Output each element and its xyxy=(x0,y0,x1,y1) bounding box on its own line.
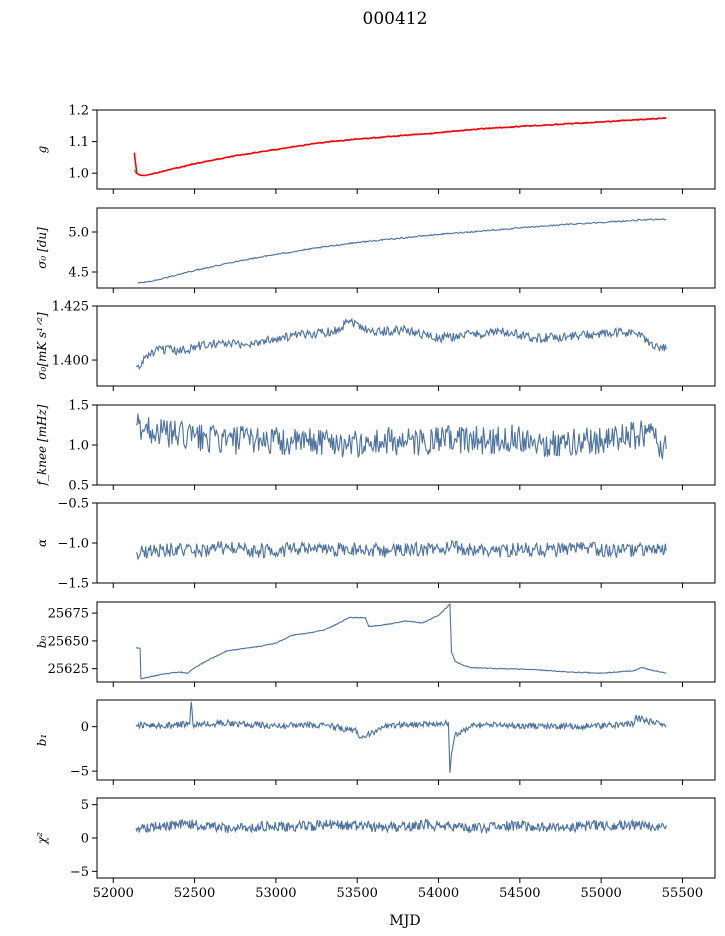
series-line-b0-0 xyxy=(135,603,667,680)
series-line-alpha-0 xyxy=(135,539,667,561)
panel-frame xyxy=(96,601,716,683)
panel-frame xyxy=(96,109,716,190)
series-line-b1-0 xyxy=(135,701,667,773)
figure-title: 000412 xyxy=(363,9,428,29)
y-axis-label: χ² xyxy=(35,832,49,845)
y-tick-label: −5 xyxy=(70,865,89,880)
y-tick-label: 1.400 xyxy=(52,354,89,369)
x-tick-label: 55000 xyxy=(580,886,621,901)
y-axis-label: g xyxy=(35,145,49,153)
series-line-g-0 xyxy=(133,117,667,176)
y-tick-label: 1.1 xyxy=(68,135,89,150)
y-tick-label: 1.2 xyxy=(68,104,89,119)
y-tick-label: 1.0 xyxy=(68,167,89,182)
y-tick-label: −5 xyxy=(70,765,89,780)
panel-frame xyxy=(96,699,716,781)
x-tick-label: 54000 xyxy=(418,886,459,901)
y-tick-label: 1.0 xyxy=(68,439,89,454)
y-tick-label: 5 xyxy=(81,798,89,813)
x-tick-label: 54500 xyxy=(499,886,540,901)
x-tick-label: 52500 xyxy=(174,886,215,901)
y-tick-label: 1.5 xyxy=(68,399,89,414)
panel-fknee: 0.5 1.0 1.5 f_knee [mHz] xyxy=(35,399,716,494)
panel-sigma0_du: 4.5 5.0 σ₀ [du] xyxy=(35,207,716,293)
panel-frame xyxy=(96,797,716,879)
series-line-sigma0_mK-0 xyxy=(135,317,667,371)
y-tick-label: 4.5 xyxy=(68,266,89,281)
x-tick-label: 53000 xyxy=(255,886,296,901)
y-axis-label: b₁ xyxy=(35,734,49,747)
y-tick-label: 0.5 xyxy=(68,479,89,494)
panel-frame xyxy=(96,305,716,387)
panel-chi2: −5 0 5 52000 52500 53000 53500 54000 54500 55000 5… xyxy=(35,797,716,901)
series-line-g-1 xyxy=(133,117,667,177)
x-tick-label: 53500 xyxy=(337,886,378,901)
y-tick-label: −1.0 xyxy=(57,537,89,552)
panel-b0: 25625 25650 25675 b₀ xyxy=(35,601,716,687)
y-tick-label: 1.425 xyxy=(52,300,89,315)
panel-alpha: −1.5 −1.0 −0.5 α xyxy=(35,497,716,592)
panel-frame xyxy=(96,404,716,486)
y-tick-label: 5.0 xyxy=(68,226,89,241)
y-tick-label: 25675 xyxy=(48,607,89,622)
x-axis-label: MJD xyxy=(389,913,420,929)
series-line-fknee-0 xyxy=(135,413,667,460)
x-tick-label: 55500 xyxy=(662,886,703,901)
series-line-chi2-0 xyxy=(135,818,667,835)
panel-b1: −5 0 b₁ xyxy=(35,699,716,785)
y-axis-label: f_knee [mHz] xyxy=(35,404,49,486)
y-axis-label: α xyxy=(35,539,49,547)
y-axis-label: σ₀[mK s¹ᐟ²] xyxy=(35,312,49,380)
y-tick-label: 0 xyxy=(81,720,89,735)
y-axis-label: σ₀ [du] xyxy=(35,227,49,269)
y-tick-label: −0.5 xyxy=(57,497,89,512)
panel-g: 1.0 1.1 1.2 g xyxy=(35,104,716,194)
panel-frame xyxy=(96,207,716,289)
y-tick-label: 0 xyxy=(81,832,89,847)
y-tick-label: 25625 xyxy=(48,662,89,677)
panel-frame xyxy=(96,502,716,584)
y-axis-label: b₀ xyxy=(35,636,49,649)
y-tick-label: 25650 xyxy=(48,634,89,649)
series-line-sigma0_du-0 xyxy=(137,218,667,284)
y-tick-label: −1.5 xyxy=(57,577,89,592)
x-tick-label: 52000 xyxy=(93,886,134,901)
